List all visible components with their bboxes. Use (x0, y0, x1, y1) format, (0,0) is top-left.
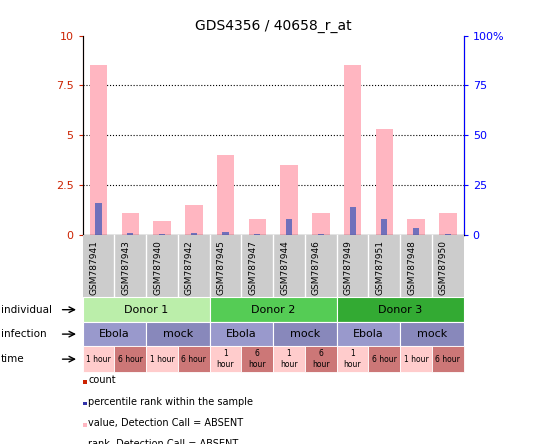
Text: rank, Detection Call = ABSENT: rank, Detection Call = ABSENT (88, 439, 239, 444)
Text: GSM787940: GSM787940 (153, 240, 162, 295)
Text: Ebola: Ebola (99, 329, 130, 339)
Text: GSM787950: GSM787950 (439, 240, 448, 295)
Text: 1
hour: 1 hour (217, 349, 235, 369)
Text: GSM787951: GSM787951 (375, 240, 384, 295)
Bar (159, 234, 165, 235)
Text: 6
hour: 6 hour (248, 349, 266, 369)
Bar (439, 214, 457, 235)
Text: 1 hour: 1 hour (86, 355, 111, 364)
Bar (445, 234, 451, 235)
Text: 1 hour: 1 hour (150, 355, 174, 364)
Bar (154, 222, 171, 235)
Text: GSM787941: GSM787941 (90, 240, 99, 295)
Bar (286, 219, 292, 235)
Bar (191, 233, 197, 235)
Bar (318, 234, 324, 235)
Text: mock: mock (290, 329, 320, 339)
Text: value, Detection Call = ABSENT: value, Detection Call = ABSENT (88, 418, 244, 428)
Bar (344, 66, 361, 235)
Text: 1 hour: 1 hour (403, 355, 429, 364)
Bar (122, 214, 139, 235)
Text: 1
hour: 1 hour (280, 349, 298, 369)
Bar (127, 233, 133, 235)
Bar (90, 66, 107, 235)
Text: 6 hour: 6 hour (118, 355, 143, 364)
Text: GSM787942: GSM787942 (185, 241, 194, 295)
Text: infection: infection (1, 329, 47, 339)
Text: 6 hour: 6 hour (435, 355, 461, 364)
Text: Ebola: Ebola (353, 329, 384, 339)
Text: count: count (88, 375, 116, 385)
Text: GSM787948: GSM787948 (407, 240, 416, 295)
Bar (254, 234, 260, 235)
Text: Donor 2: Donor 2 (251, 305, 295, 315)
Text: GSM787945: GSM787945 (216, 240, 225, 295)
Bar (376, 130, 393, 235)
Text: 1
hour: 1 hour (344, 349, 361, 369)
Text: GSM787947: GSM787947 (248, 240, 257, 295)
Text: time: time (1, 354, 25, 364)
Text: Ebola: Ebola (226, 329, 257, 339)
Text: GSM787944: GSM787944 (280, 241, 289, 295)
Bar (185, 206, 203, 235)
Text: mock: mock (163, 329, 193, 339)
Bar (222, 232, 229, 235)
Bar (413, 228, 419, 235)
Text: 6 hour: 6 hour (181, 355, 206, 364)
Text: Donor 1: Donor 1 (124, 305, 168, 315)
Text: individual: individual (1, 305, 52, 315)
Bar (407, 219, 425, 235)
Bar (350, 207, 356, 235)
Bar (95, 203, 102, 235)
Text: 6 hour: 6 hour (372, 355, 397, 364)
Title: GDS4356 / 40658_r_at: GDS4356 / 40658_r_at (195, 19, 351, 33)
Text: 6
hour: 6 hour (312, 349, 329, 369)
Bar (248, 219, 266, 235)
Bar (312, 214, 329, 235)
Bar (381, 219, 387, 235)
Bar (217, 155, 235, 235)
Text: GSM787949: GSM787949 (344, 240, 352, 295)
Text: GSM787946: GSM787946 (312, 240, 321, 295)
Text: mock: mock (417, 329, 447, 339)
Text: Donor 3: Donor 3 (378, 305, 422, 315)
Text: GSM787943: GSM787943 (121, 240, 130, 295)
Text: percentile rank within the sample: percentile rank within the sample (88, 396, 253, 407)
Bar (280, 166, 298, 235)
